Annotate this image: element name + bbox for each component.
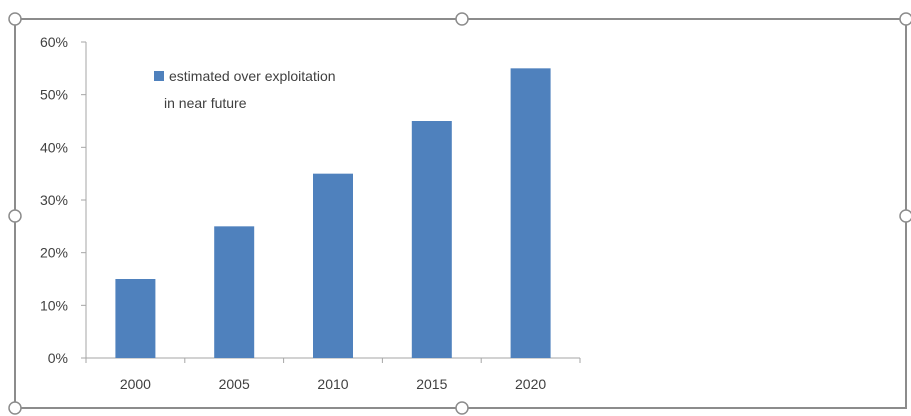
- resize-handle-top-left[interactable]: [8, 12, 22, 26]
- bar-2020: [510, 68, 551, 358]
- legend-label-line-1: estimated over exploitation: [169, 68, 336, 84]
- bar-2000: [115, 279, 156, 358]
- y-tick-label: 10%: [40, 297, 68, 313]
- y-tick-label: 40%: [40, 139, 68, 155]
- bar-2005: [214, 226, 255, 358]
- resize-handle-bottom-left[interactable]: [8, 401, 22, 415]
- resize-handle-middle-left[interactable]: [8, 209, 22, 223]
- y-tick-label: 0%: [48, 350, 68, 366]
- x-tick-label: 2005: [219, 376, 250, 392]
- legend: estimated over exploitation in near futu…: [154, 68, 336, 111]
- resize-handle-bottom-middle[interactable]: [455, 401, 469, 415]
- resize-handle-top-middle[interactable]: [455, 12, 469, 26]
- x-tick-label: 2015: [416, 376, 447, 392]
- resize-handle-top-right[interactable]: [899, 12, 911, 26]
- x-tick-label: 2010: [317, 376, 348, 392]
- resize-handle-middle-right[interactable]: [899, 209, 911, 223]
- bar-series: [115, 68, 551, 358]
- legend-swatch: [154, 71, 164, 81]
- x-tick-label: 2000: [120, 376, 151, 392]
- x-axis-ticks: 2000 2005 2010 2015 2020: [85, 358, 581, 392]
- y-axis-ticks: 0% 10% 20% 30% 40% 50% 60%: [40, 34, 86, 366]
- y-tick-label: 30%: [40, 192, 68, 208]
- y-tick-label: 60%: [40, 34, 68, 50]
- x-tick-label: 2020: [515, 376, 546, 392]
- legend-label-line-2: in near future: [164, 95, 247, 111]
- y-tick-label: 50%: [40, 87, 68, 103]
- bar-2010: [313, 173, 353, 358]
- bar-2015: [411, 121, 452, 358]
- y-tick-label: 20%: [40, 245, 68, 261]
